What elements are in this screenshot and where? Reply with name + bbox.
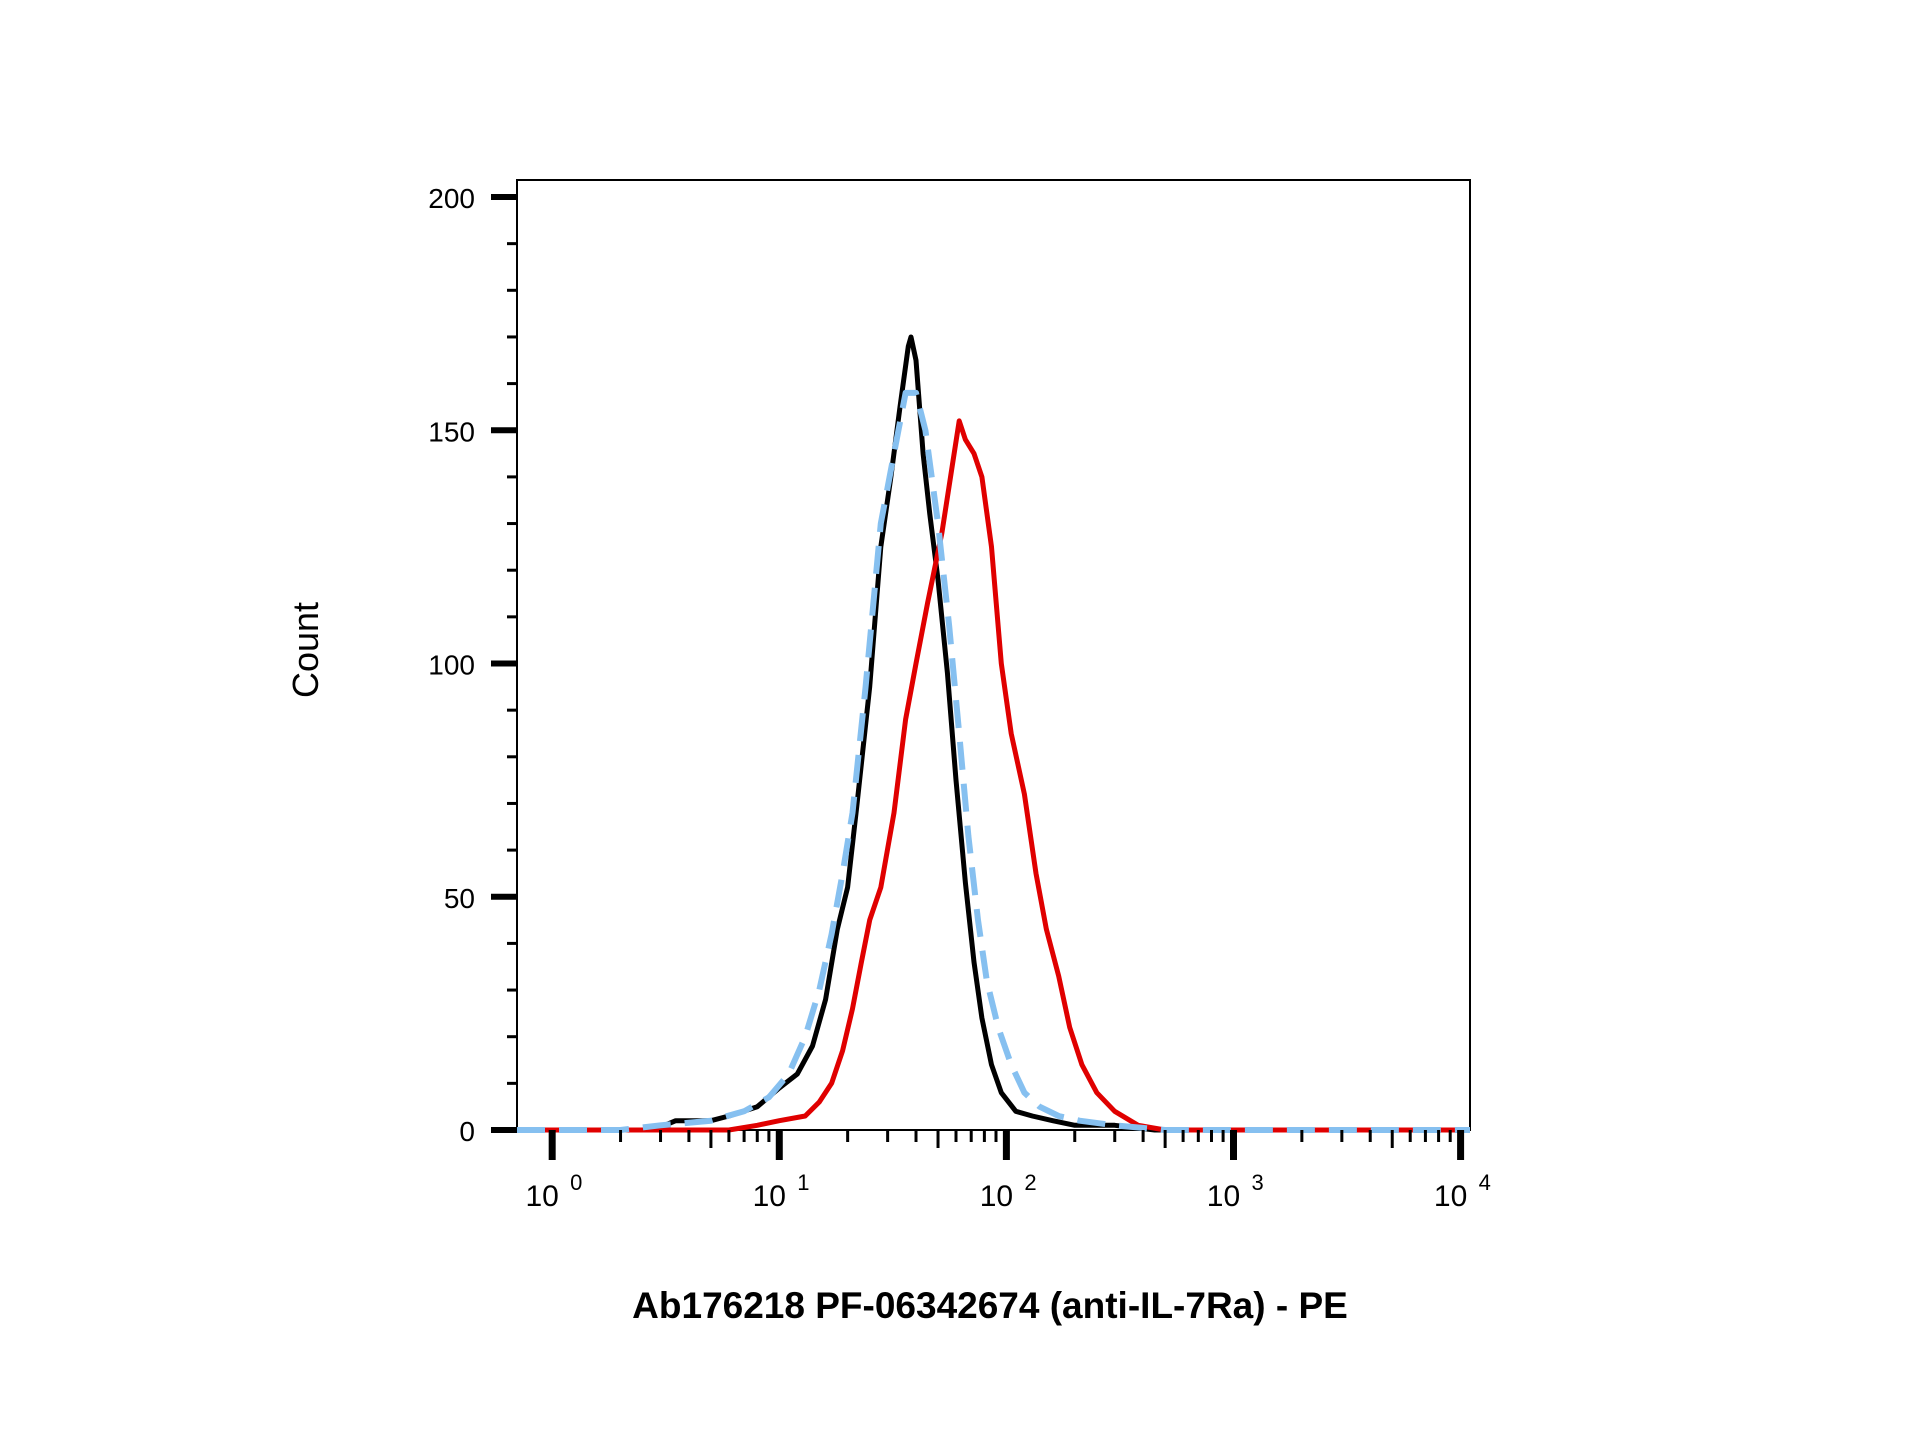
x-tick-label: 10 4 (1434, 1170, 1491, 1213)
x-tick-label-base: 10 (525, 1180, 558, 1213)
plot-frame (516, 179, 1471, 1131)
x-tick-label: 10 3 (1207, 1170, 1264, 1213)
x-tick-label-base: 10 (980, 1180, 1013, 1213)
x-axis-label: Ab176218 PF-06342674 (anti-IL-7Ra) - PE (632, 1285, 1348, 1326)
series-line-2 (517, 418, 1470, 1133)
x-tick-label-exponent: 4 (1479, 1170, 1491, 1195)
y-axis: 0 50 100 150 200 (428, 183, 517, 1147)
y-tick-label: 200 (428, 183, 475, 214)
x-tick-label-base: 10 (753, 1180, 786, 1213)
y-axis-label: Count (285, 602, 326, 698)
x-tick-label-exponent: 0 (570, 1170, 582, 1195)
x-tick-label-base: 10 (1434, 1180, 1467, 1213)
series-line-3 (517, 389, 1470, 1133)
x-tick-label-exponent: 2 (1024, 1170, 1036, 1195)
y-tick-label: 0 (459, 1116, 475, 1147)
x-tick-label: 10 2 (980, 1170, 1037, 1213)
y-tick-label: 50 (444, 883, 475, 914)
y-tick-label: 150 (428, 416, 475, 447)
x-tick-label: 10 1 (753, 1170, 810, 1213)
y-tick-label: 100 (428, 650, 475, 681)
series-layer (517, 334, 1470, 1133)
x-tick-label-exponent: 1 (797, 1170, 809, 1195)
x-axis: 10 0 10 1 10 2 10 3 10 4 (525, 1130, 1491, 1213)
x-tick-label-base: 10 (1207, 1180, 1240, 1213)
x-tick-label: 10 0 (525, 1170, 582, 1213)
x-tick-label-exponent: 3 (1251, 1170, 1263, 1195)
